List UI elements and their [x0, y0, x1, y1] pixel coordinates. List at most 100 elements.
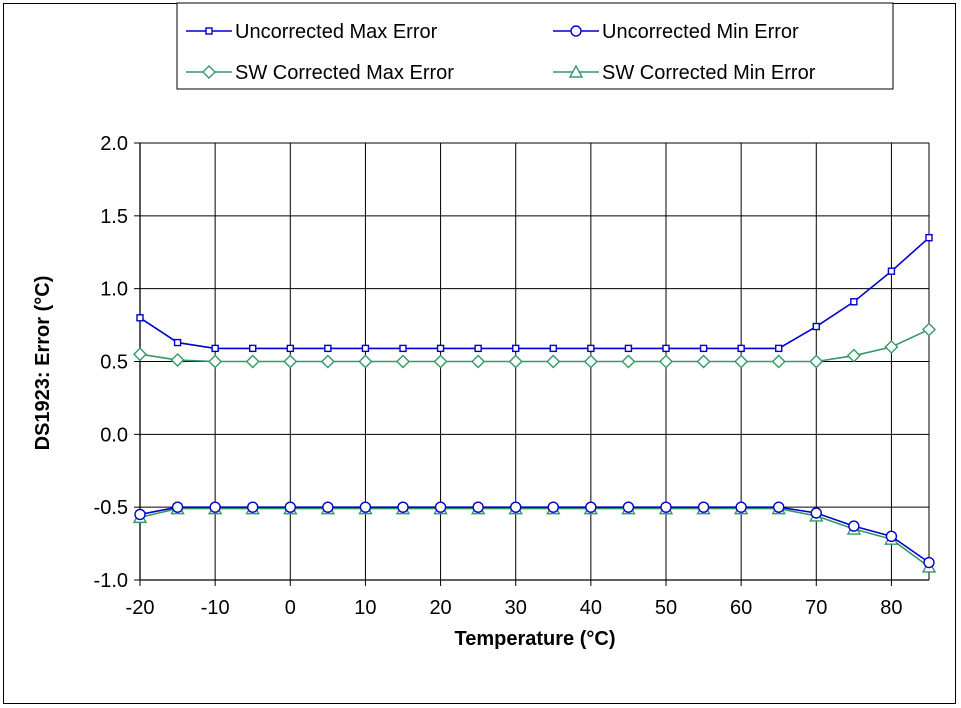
series-square-point [775, 344, 783, 353]
series-circle-point [923, 556, 935, 569]
legend-box [176, 2, 894, 90]
series-square-point [699, 344, 708, 353]
y-axis-label: DS1923: Error (°C) [32, 276, 54, 451]
series-circle-point [660, 501, 672, 513]
series-diamond-point [283, 354, 298, 369]
legend-swatch-point [205, 27, 213, 35]
series-circle-point [359, 501, 372, 513]
series-diamond-point [546, 354, 561, 369]
x-tick-label: 60 [730, 597, 752, 619]
series-square-point [324, 344, 332, 353]
x-tick-label: -20 [126, 597, 155, 619]
series-square-point [136, 314, 144, 322]
series-circle-point [397, 501, 409, 513]
x-tick-label: 10 [354, 597, 376, 619]
series-circle-point [885, 530, 898, 542]
series-diamond-point [133, 347, 147, 362]
series-square-point [286, 344, 294, 353]
legend-label: SW Corrected Max Error [235, 62, 454, 84]
series-circle-point [810, 507, 822, 519]
series-circle-point [434, 501, 447, 513]
series-diamond-point [208, 354, 223, 369]
series-square-point [549, 344, 557, 353]
legend-label: SW Corrected Min Error [602, 62, 816, 84]
series-circle-point [171, 501, 184, 513]
series-circle-point [209, 501, 221, 513]
series-square-point [925, 233, 933, 242]
x-tick-label: 80 [880, 597, 902, 619]
series-circle-point [585, 501, 597, 513]
series-circle-point [134, 508, 146, 521]
series-square-point [211, 344, 219, 353]
axes: -1.0 -0.5 0.0 0.5 1.0 1.5 2.0 -20 -10 0 10 20 30 40 50… [94, 133, 929, 619]
series-circle-point [322, 501, 334, 513]
chart-frame [3, 3, 956, 704]
series-circle-point [472, 501, 484, 513]
series-square-point [662, 344, 670, 353]
series-diamond-point [922, 322, 936, 337]
x-tick-label: -10 [201, 597, 230, 619]
series-diamond-point [433, 354, 448, 369]
series-square-point [436, 344, 445, 353]
series-square-point [624, 344, 633, 353]
series-circle-point [247, 501, 259, 513]
series-line [139, 328, 930, 363]
series-circle-point [547, 501, 559, 513]
series-diamond-point [396, 354, 410, 369]
series-diamond-point [884, 339, 899, 354]
series-diamond-point [170, 353, 185, 368]
x-tick-label: 20 [429, 597, 451, 619]
series-diamond-point [508, 354, 523, 369]
series-circle-point [697, 501, 710, 513]
y-tick-label: 0.0 [100, 424, 128, 446]
series-circle [134, 501, 935, 569]
legend-swatch-point [202, 65, 216, 79]
series-line [139, 506, 930, 564]
series-square-point [399, 344, 407, 353]
legend: Uncorrected Max Error Uncorrected Min Err… [176, 2, 894, 90]
series-square-point [249, 344, 257, 353]
series-diamond-point [245, 354, 260, 369]
series-line [139, 507, 930, 568]
series-diamond [133, 322, 936, 369]
y-tick-label: 1.0 [100, 279, 128, 301]
x-tick-label: 40 [580, 597, 602, 619]
series-layer [132, 233, 937, 573]
series-diamond-point [621, 354, 636, 369]
series-diamond-point [809, 354, 824, 369]
y-tick-label: 2.0 [100, 133, 128, 155]
series-square-point [512, 344, 520, 353]
series-diamond-point [659, 354, 673, 369]
legend-label: Uncorrected Max Error [235, 21, 438, 43]
series-square-point [474, 344, 482, 353]
x-tick-label: 50 [655, 597, 677, 619]
series-diamond-point [583, 354, 598, 369]
series-circle-point [735, 501, 747, 513]
legend-swatch-point [568, 64, 584, 78]
series-diamond-point [358, 354, 373, 369]
series-square-point [173, 338, 182, 347]
legend-swatch-point [570, 25, 582, 37]
x-tick-label: 70 [805, 597, 827, 619]
legend-label: Uncorrected Min Error [602, 21, 799, 43]
x-axis-label: Temperature (°C) [455, 628, 616, 650]
series-square-point [850, 298, 858, 306]
series-square [136, 233, 933, 353]
series-diamond-point [696, 354, 711, 369]
series-diamond-point [320, 354, 335, 369]
y-tick-label: 0.5 [100, 352, 128, 374]
series-circle-point [284, 501, 296, 513]
series-diamond-point [471, 354, 486, 369]
series-square-point [587, 344, 595, 353]
series-circle-point [510, 501, 522, 513]
y-tick-label: 1.5 [100, 206, 128, 228]
series-diamond-point [846, 348, 861, 363]
x-tick-label: 0 [285, 597, 296, 619]
y-tick-label: -0.5 [94, 497, 128, 519]
series-circle-point [848, 520, 860, 532]
series-diamond-point [771, 354, 786, 369]
y-tick-label: -1.0 [94, 570, 128, 592]
series-diamond-point [734, 354, 749, 369]
series-square-point [812, 322, 820, 331]
